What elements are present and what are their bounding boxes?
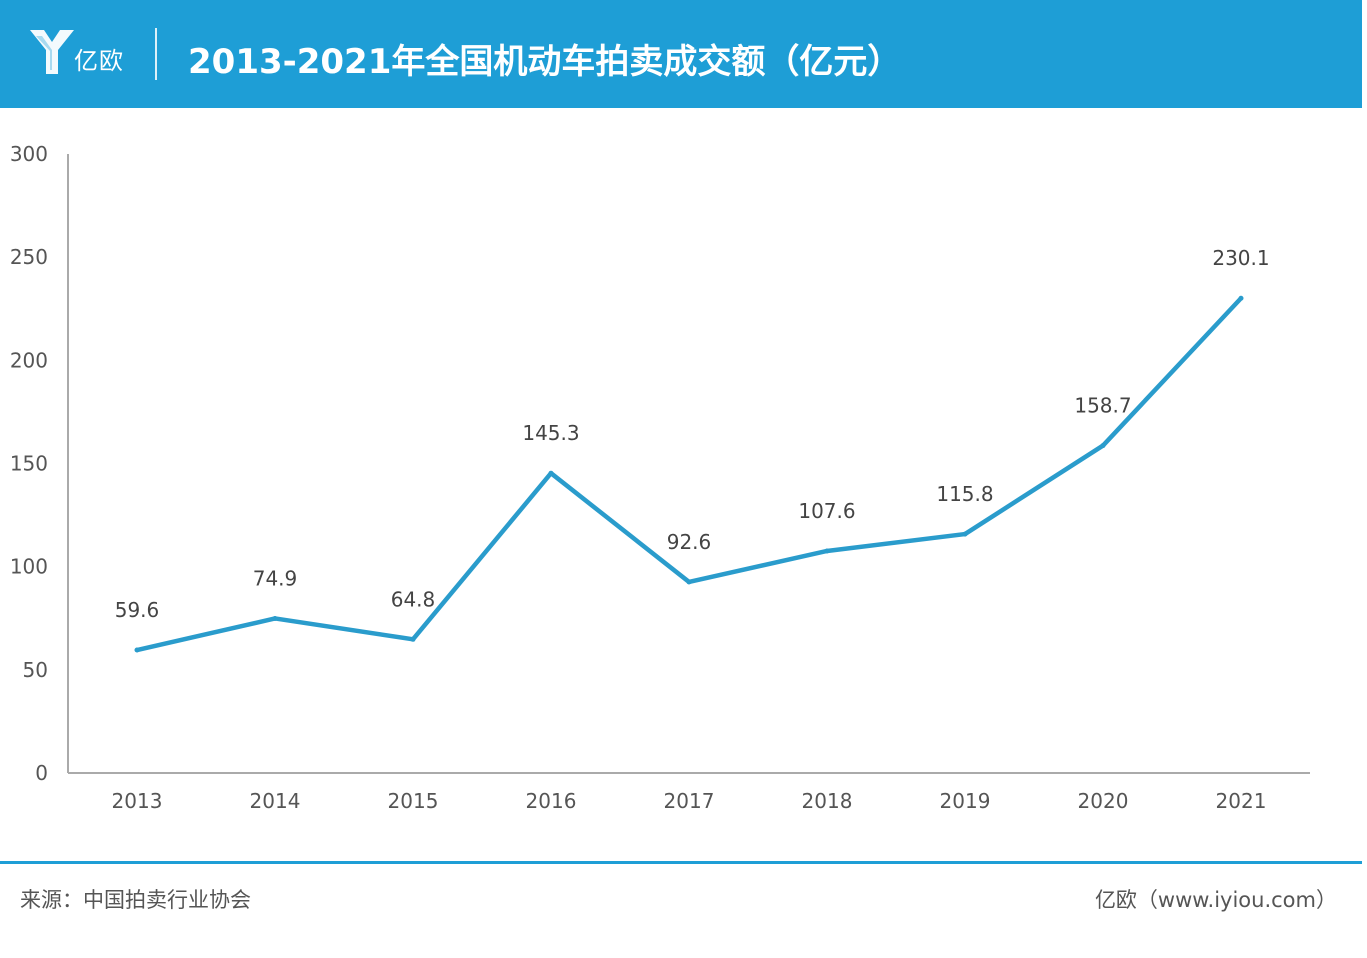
data-label: 115.8 xyxy=(936,482,993,506)
footer-divider xyxy=(0,861,1362,864)
axes xyxy=(67,154,1310,774)
x-tick-labels: 2013 2014 2015 2016 2017 2018 2019 2020 2021 xyxy=(112,789,1267,813)
x-tick-label: 2016 xyxy=(526,789,577,813)
data-point xyxy=(134,647,140,653)
y-tick-label: 250 xyxy=(10,245,48,269)
data-label: 92.6 xyxy=(667,530,712,554)
x-tick-label: 2017 xyxy=(664,789,715,813)
data-point xyxy=(1100,443,1106,449)
data-label: 59.6 xyxy=(115,598,160,622)
data-point xyxy=(410,636,416,642)
source-note: 来源：中国拍卖行业协会 xyxy=(20,888,251,912)
x-tick-label: 2021 xyxy=(1216,789,1267,813)
chart-title: 2013-2021年全国机动车拍卖成交额（亿元） xyxy=(188,42,902,82)
x-tick-label: 2019 xyxy=(940,789,991,813)
y-tick-label: 200 xyxy=(10,348,48,372)
header-divider xyxy=(155,28,157,80)
x-tick-label: 2020 xyxy=(1078,789,1129,813)
data-point xyxy=(272,615,278,621)
series-line xyxy=(134,295,1244,653)
x-tick-label: 2013 xyxy=(112,789,163,813)
data-point xyxy=(686,579,692,585)
data-point xyxy=(962,531,968,537)
data-label: 74.9 xyxy=(253,566,298,590)
y-tick-labels: 0 50 100 150 200 250 300 xyxy=(10,142,48,785)
data-label: 158.7 xyxy=(1074,394,1131,418)
x-tick-label: 2014 xyxy=(250,789,301,813)
y-tick-label: 100 xyxy=(10,555,48,579)
data-point xyxy=(824,548,830,554)
y-tick-label: 300 xyxy=(10,142,48,166)
data-label: 230.1 xyxy=(1212,246,1269,270)
y-tick-label: 150 xyxy=(10,452,48,476)
series-line-path xyxy=(134,295,1244,653)
data-label: 64.8 xyxy=(391,587,436,611)
data-label: 145.3 xyxy=(522,421,579,445)
data-point xyxy=(1238,295,1244,301)
data-label: 107.6 xyxy=(798,499,855,523)
chart-header: 亿欧 2013-2021年全国机动车拍卖成交额（亿元） xyxy=(0,0,1362,108)
data-point xyxy=(548,470,554,476)
x-tick-label: 2015 xyxy=(388,789,439,813)
y-tick-label: 0 xyxy=(35,761,48,785)
data-labels: 59.6 74.9 64.8 145.3 92.6 107.6 115.8 158.7 230.… xyxy=(115,246,1270,622)
credit-note: 亿欧（www.iyiou.com） xyxy=(1094,888,1337,912)
yiou-logo-icon xyxy=(30,30,74,74)
y-tick-label: 50 xyxy=(23,658,48,682)
logo-text: 亿欧 xyxy=(74,47,124,75)
x-tick-label: 2018 xyxy=(802,789,853,813)
